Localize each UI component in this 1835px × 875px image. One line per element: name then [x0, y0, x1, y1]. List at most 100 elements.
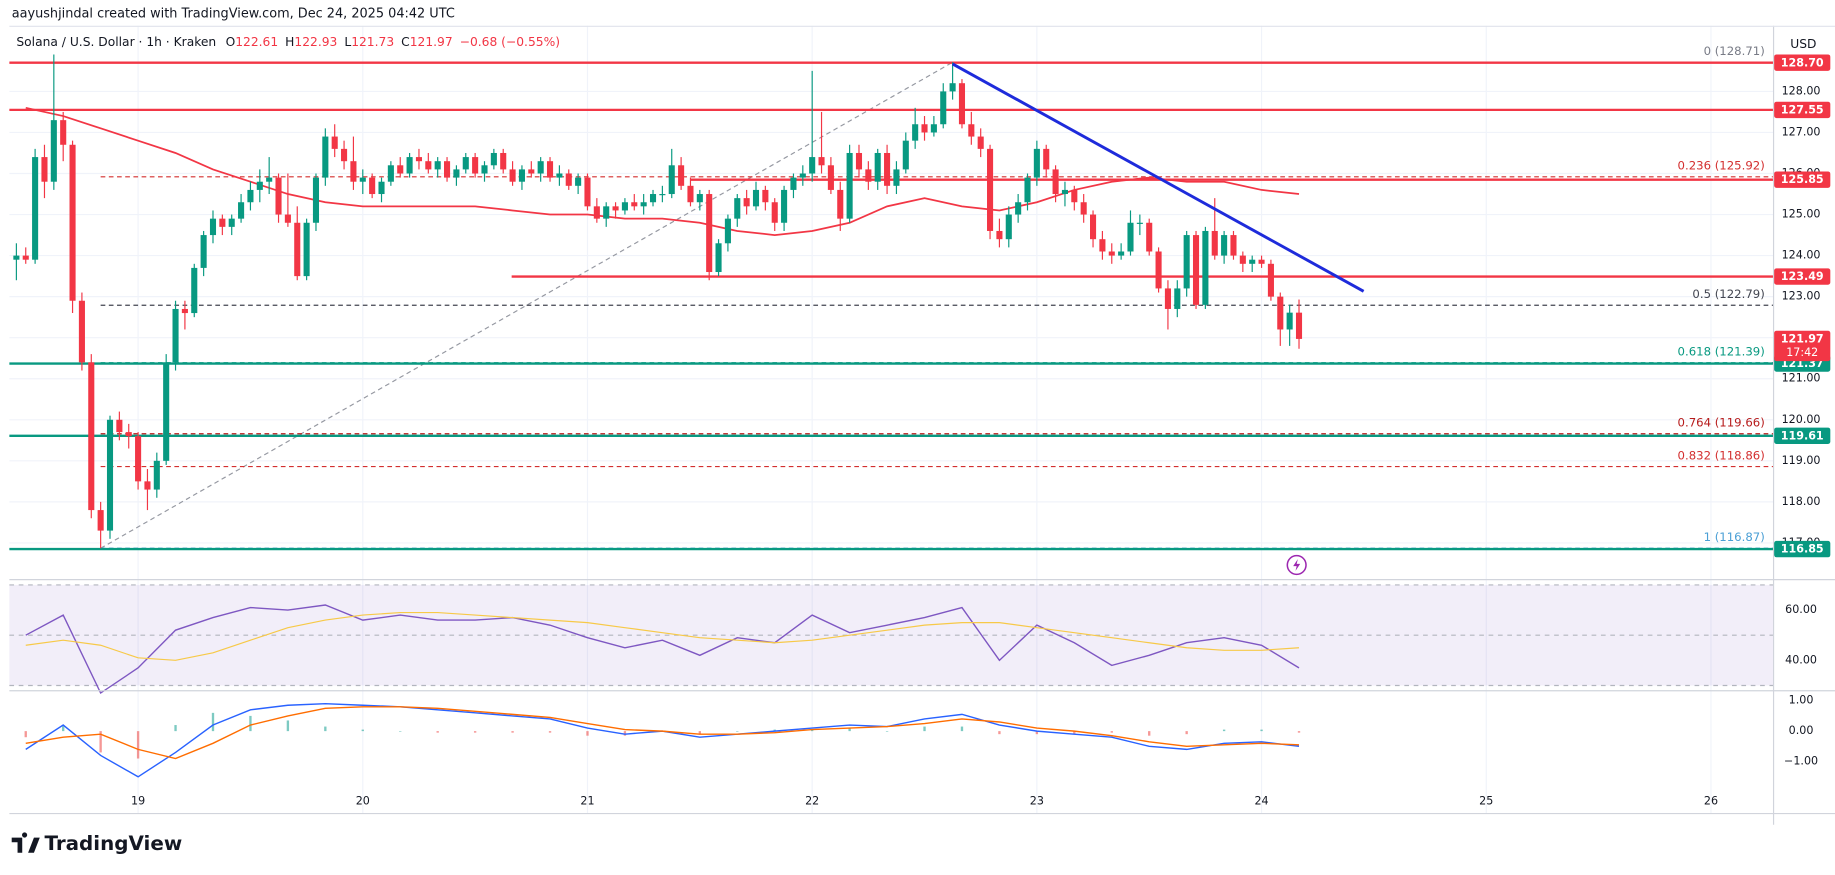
ohlc-letter: H [285, 35, 294, 49]
candle-body [247, 189, 254, 203]
candle-body [153, 460, 160, 490]
candle-body [406, 157, 413, 174]
candle-body [125, 432, 132, 437]
candle-body [565, 173, 572, 186]
candle-body [537, 161, 544, 174]
candle-body [116, 419, 123, 433]
candle-body [275, 177, 282, 215]
rsi-line [25, 611, 1300, 661]
macd-histogram-bar [548, 731, 552, 733]
candle-body [294, 222, 301, 277]
candle-body [200, 235, 207, 268]
candle-body [209, 218, 217, 236]
currency: USD [1790, 37, 1816, 51]
candle-body [312, 177, 320, 223]
macd-histogram-bar [1185, 731, 1188, 735]
ohlc-value: 122.61 [235, 35, 278, 49]
candle-body [762, 189, 769, 203]
candle-body [453, 169, 460, 178]
candle-body [696, 194, 703, 203]
change: −0.68 (−0.55%) [460, 35, 560, 49]
alert-icon[interactable] [1286, 554, 1307, 576]
y-tick-label: 124.00 [1782, 249, 1821, 262]
ohlc-letter: C [401, 35, 410, 49]
rsi-tick-label: 40.00 [1785, 653, 1817, 666]
candle-body [996, 230, 1003, 240]
candle-body [790, 177, 797, 190]
candle-body [958, 83, 966, 125]
macd-tick-label: 0.00 [1789, 724, 1814, 737]
candle-body [41, 157, 48, 182]
candle-body [425, 161, 432, 170]
candle-body [228, 218, 235, 227]
credit: aayushjindal created with TradingView.co… [12, 7, 455, 22]
fib-label: 1 (116.87) [1704, 530, 1765, 544]
candle-body [415, 157, 423, 162]
candle-body [734, 198, 741, 219]
candle-body [865, 169, 872, 182]
candle-body [1024, 177, 1031, 203]
candle-body [500, 152, 507, 170]
candle-body [1202, 230, 1209, 305]
candle-body [987, 148, 994, 231]
logo-text: TradingView [44, 832, 182, 855]
candle-body [32, 157, 39, 260]
candle-body [874, 152, 881, 182]
candle-body [940, 91, 947, 125]
candle-body [322, 136, 329, 178]
candle-body [22, 255, 29, 260]
macd-histogram-bar [211, 712, 215, 732]
candle-body [97, 510, 104, 531]
macd-histogram-bar [436, 731, 439, 733]
ohlc-value: 121.97 [410, 35, 453, 49]
macd-histogram-bar [511, 731, 514, 733]
macd-histogram-bar [174, 725, 177, 732]
price-tag-label: 116.85 [1781, 543, 1824, 556]
price-tag [1774, 268, 1831, 285]
last-price-tag [1774, 330, 1831, 362]
macd-histogram-bar [923, 726, 926, 732]
candle-body [1286, 312, 1293, 330]
macd-histogram-bar [586, 731, 589, 736]
price-tag-label: 123.49 [1781, 270, 1824, 283]
candle-body [649, 194, 657, 203]
candle-body [219, 218, 226, 227]
logo-mark [11, 832, 40, 853]
candle-body [88, 362, 95, 511]
candle-body [1052, 169, 1059, 195]
x-tick-label: 24 [1254, 794, 1268, 807]
candle-body [715, 243, 722, 273]
candle-body [818, 157, 825, 166]
candle-body [668, 165, 675, 195]
price-tag [1774, 540, 1831, 558]
candle-body [359, 177, 366, 182]
candle-body [135, 436, 142, 482]
candle-body [771, 202, 778, 223]
macd-histogram-bar [885, 731, 889, 732]
price-tag [1774, 427, 1831, 444]
candle-body [341, 148, 348, 162]
symbol: Solana / U.S. Dollar · 1h · Kraken [16, 35, 216, 49]
candle-body [949, 83, 956, 92]
candle-body [687, 185, 694, 203]
candle-body [509, 169, 516, 182]
alert-bolt[interactable] [1293, 559, 1301, 571]
fib-label: 0 (128.71) [1704, 44, 1765, 58]
macd-histogram-bar [1035, 731, 1039, 735]
ohlc-letter: O [226, 35, 236, 49]
candle-body [584, 177, 591, 207]
price-tag [1774, 101, 1831, 119]
macd-tick-label: −1.00 [1784, 755, 1818, 768]
x-tick-label: 26 [1704, 794, 1718, 807]
candle-body [575, 177, 582, 186]
candle-body [556, 173, 563, 178]
candle-body [837, 189, 844, 219]
candle-body [1071, 189, 1078, 203]
candle-body [659, 194, 666, 196]
macd-histogram-bar [136, 731, 140, 759]
candle-body [743, 198, 750, 207]
candle-body [1183, 235, 1190, 289]
candle-body [256, 181, 263, 190]
